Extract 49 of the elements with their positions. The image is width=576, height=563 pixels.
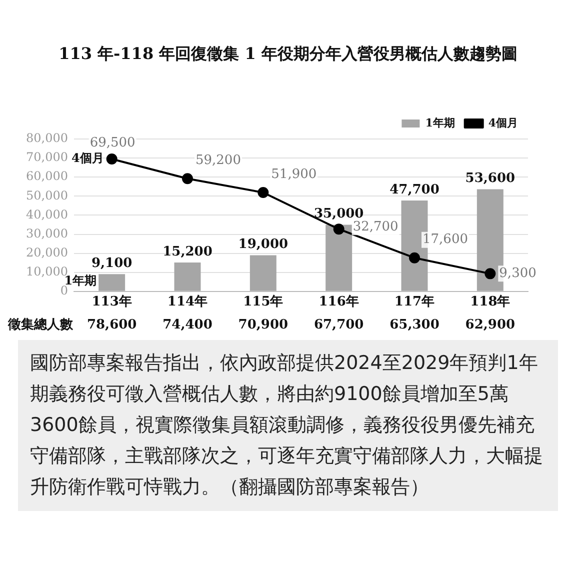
bar (326, 224, 352, 291)
data-label: 47,700 (390, 182, 440, 198)
y-tick-label: 10,000 (26, 264, 68, 278)
data-label: 51,900 (271, 166, 317, 182)
point (408, 252, 420, 264)
chart-title: 113 年-118 年回復徵集 1 年役期分年入營役男概估人數趨勢圖 (58, 44, 518, 65)
x-tick-label: 113年 (92, 294, 132, 310)
text: 65,300 (390, 317, 440, 332)
y-tick-label: 20,000 (26, 245, 68, 260)
data-label: 69,500 (90, 135, 136, 150)
data-label: 35,000 (314, 206, 364, 222)
data-label: 9,300 (499, 266, 536, 282)
data-label: 53,600 (465, 171, 516, 186)
text: 74,400 (162, 317, 212, 332)
x-tick-label: 118年 (470, 294, 510, 310)
y-tick-label: 0 (60, 284, 68, 298)
bar (98, 274, 126, 291)
x-tick-label: 115年 (243, 294, 284, 310)
x-tick-label: 117年 (394, 294, 435, 310)
data-label: 19,000 (238, 237, 288, 252)
text: 4個月 (71, 151, 104, 166)
text: 67,700 (314, 317, 364, 332)
text: 國防部專案報告指出，依內政部提供2024至2029年預判1年期義務役可徵入營概估人數，將由約9100餘員增加至5萬3600餘員，視實際徵集員額滾動調修，義務役役男優先補充守備部隊，主戰部隊次之，可逐年充實守備部隊人力，大幅提升防衛作戰可恃戰力。（翻攝國防部專案報告） (18, 340, 558, 511)
point (182, 173, 193, 184)
y-tick-label: 70,000 (26, 150, 68, 164)
x-tick-label: 116年 (318, 294, 359, 310)
point (258, 187, 269, 198)
data-label: 59,200 (195, 153, 241, 168)
y-tick-label: 50,000 (26, 188, 68, 202)
text: 78,600 (86, 317, 137, 332)
y-tick-label: 30,000 (26, 226, 68, 240)
text: 62,900 (465, 317, 516, 332)
data-label: 17,600 (422, 232, 468, 248)
text: 70,900 (238, 317, 288, 332)
data-label: 9,100 (91, 256, 132, 271)
x-tick-label: 114年 (167, 294, 208, 310)
text: 徵集總人數 (7, 317, 74, 332)
point (484, 268, 496, 280)
bar (174, 262, 201, 291)
legend-label: 1年期 (425, 116, 455, 130)
data-label: 15,200 (162, 244, 212, 260)
point (333, 224, 344, 235)
y-tick-label: 60,000 (26, 169, 68, 184)
point (106, 154, 118, 165)
y-tick-label: 40,000 (26, 207, 68, 222)
bar (250, 255, 276, 291)
legend-label: 4個月 (488, 116, 518, 130)
y-tick-label: 80,000 (26, 131, 68, 146)
data-label: 32,700 (352, 219, 398, 234)
